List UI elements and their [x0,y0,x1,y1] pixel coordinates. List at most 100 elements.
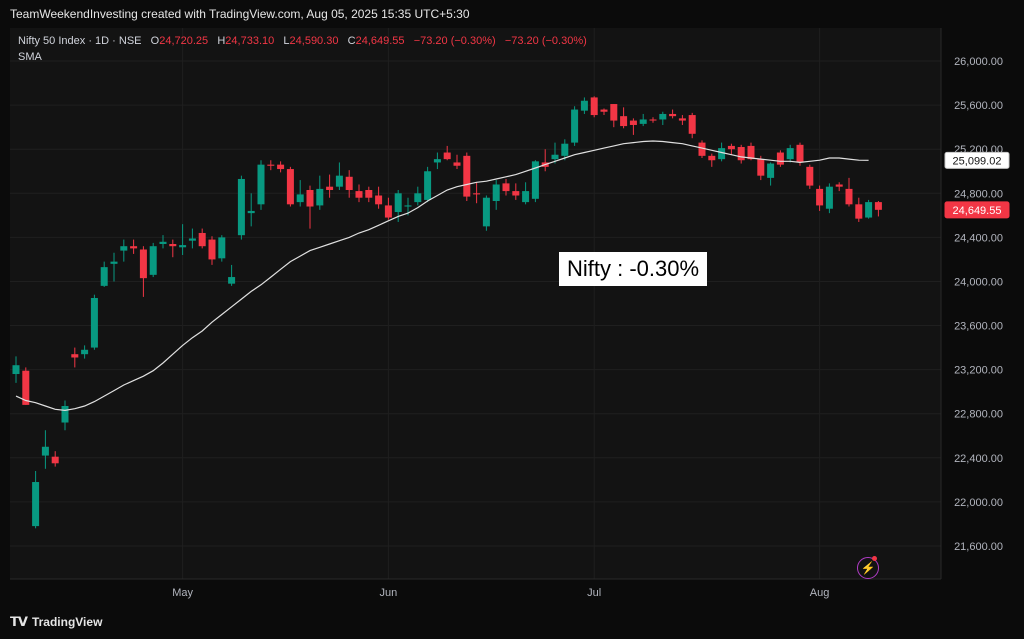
attribution-text: TeamWeekendInvesting created with Tradin… [10,7,470,21]
candle-body [580,100,588,111]
candle-body [776,152,784,165]
x-tick-label: Aug [810,587,830,599]
candle [639,113,647,127]
sma-indicator-label[interactable]: SMA [18,51,42,63]
brand-name: TradingView [31,615,103,629]
candle [198,228,206,249]
candle [865,199,873,219]
candle-body [855,204,863,219]
candle [845,177,853,207]
symbol-name[interactable]: Nifty 50 Index · 1D · NSE [18,35,142,47]
candle [747,142,755,161]
candle [571,106,579,146]
candle-body [306,189,314,207]
candle-body [267,164,275,166]
candle-body [139,249,147,279]
candle [541,149,549,172]
candle [237,175,245,240]
candle [218,235,226,262]
candle [326,174,334,198]
candle-body [482,197,490,227]
chart-pane[interactable] [10,28,941,579]
candle [267,160,275,171]
candle-body [110,261,118,264]
footer-branding[interactable]: 𝗧𝗩 TradingView [10,614,102,630]
symbol-legend: Nifty 50 Index · 1D · NSE O24,720.25 H24… [18,35,587,47]
candle [149,242,157,278]
candle-body [865,202,873,218]
candle-body [678,118,686,121]
candle-body [41,446,49,456]
candle-body [757,159,765,176]
candle [551,142,559,164]
candle-body [335,175,343,187]
candle-body [727,145,735,150]
y-tick-label: 24,000.00 [954,276,1003,288]
price-label-text: 25,099.02 [953,155,1002,167]
candle [296,180,304,207]
close-label: C [347,35,356,47]
candle [600,108,608,116]
notification-dot [872,556,877,561]
candle-body [786,148,794,160]
candle [169,239,177,258]
candle-body [424,171,432,200]
candle-body [492,184,500,202]
candle [473,182,481,204]
candle [678,115,686,125]
price-label-text: 24,649.55 [953,205,1002,217]
candle-body [629,120,637,125]
candle [247,193,255,227]
candle [669,109,677,119]
candle-body [688,115,696,134]
lightning-icon[interactable]: ⚡ [857,557,879,579]
candle [806,164,814,189]
candle-body [326,186,334,190]
candle [257,160,265,210]
candle-body [32,482,40,527]
candle [512,183,520,200]
candle [179,224,187,256]
candle-body [375,195,383,205]
y-tick-label: 26,000.00 [954,56,1003,68]
candle-body [404,205,412,207]
candle-body [61,405,69,423]
candle-body [600,109,608,112]
sma-price-label: 25,099.02 [944,151,1010,169]
candle [482,195,490,231]
candle-body [237,178,245,236]
candle-body [512,191,520,196]
candle-body [561,143,569,156]
change-value: −73.20 (−0.30%) [413,35,496,47]
candle-body [22,370,30,405]
candle [110,252,118,282]
candle-body [825,186,833,209]
candle [816,185,824,211]
candle-body [130,246,138,249]
candle [708,153,716,167]
candle [277,161,285,173]
candle [649,117,657,123]
candle-body [522,191,530,203]
candle-body [571,109,579,143]
sma-line [15,140,869,412]
candle-body [365,189,373,198]
candle-body [659,113,667,120]
candle [355,184,363,203]
candle [61,400,69,431]
candle [12,356,20,383]
high-value: 24,733.10 [225,35,275,47]
candle-body [453,162,461,166]
y-tick-label: 23,600.00 [954,321,1003,333]
candle-body [502,183,510,192]
candle-body [12,365,20,375]
candle [561,139,569,161]
candle-body [286,169,294,205]
candle [580,97,588,114]
candle [757,155,765,181]
candle [208,236,216,265]
candle [90,294,98,350]
candle-body [208,239,216,260]
